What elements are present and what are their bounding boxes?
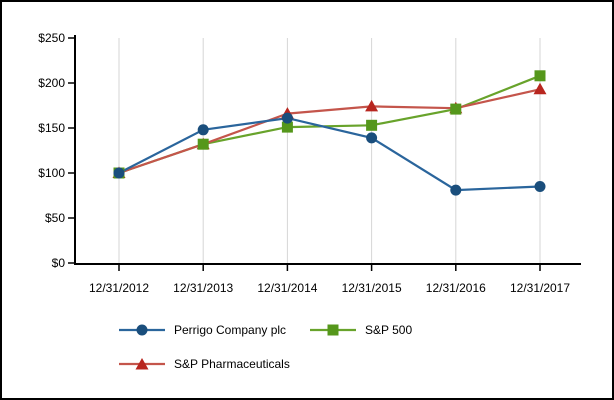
- x-tick-label: 12/31/2015: [342, 281, 402, 295]
- data-point-square: [534, 70, 546, 82]
- data-point-circle: [450, 184, 462, 196]
- legend-label-sp500: S&P 500: [365, 323, 413, 337]
- legend-item-perrigo: Perrigo Company plc: [119, 323, 286, 337]
- data-point-square: [281, 121, 293, 133]
- legend-item-sp-pharmaceuticals: S&P Pharmaceuticals: [119, 357, 290, 371]
- data-point-circle: [197, 124, 209, 136]
- series-line-1: [118, 74, 541, 175]
- data-point-square: [366, 119, 378, 131]
- y-tick-label: $200: [38, 76, 65, 90]
- x-tick-label: 12/31/2013: [173, 281, 233, 295]
- x-tick-label: 12/31/2016: [426, 281, 486, 295]
- y-tick-label: $150: [38, 121, 65, 135]
- y-tick-label: $100: [38, 166, 65, 180]
- y-tick-label: $250: [38, 31, 65, 45]
- data-point-triangle: [365, 99, 379, 112]
- x-tick-label: 12/31/2012: [89, 281, 149, 295]
- data-point-triangle: [533, 82, 547, 95]
- y-tick-label: $0: [52, 256, 66, 270]
- legend-label-sp-pharmaceuticals: S&P Pharmaceuticals: [174, 357, 290, 371]
- data-point-circle: [113, 167, 125, 179]
- data-point-square: [197, 138, 209, 150]
- series-line-0: [118, 116, 541, 192]
- data-point-circle: [366, 132, 378, 144]
- legend-label-perrigo: Perrigo Company plc: [174, 323, 287, 337]
- legend-item-sp500: S&P 500: [310, 323, 412, 337]
- x-tick-label: 12/31/2017: [510, 281, 570, 295]
- data-point-square: [450, 103, 462, 115]
- sp-pharmaceuticals-triangle-marker-icon: [119, 358, 165, 370]
- series-line-2: [118, 88, 541, 175]
- legend-marker-shape: [327, 324, 339, 336]
- data-point-circle: [281, 112, 293, 124]
- x-tick-label: 12/31/2014: [257, 281, 317, 295]
- legend-marker-shape: [136, 324, 148, 336]
- sp500-square-marker-icon: [310, 324, 356, 336]
- y-tick-label: $50: [45, 211, 65, 225]
- data-point-circle: [534, 181, 546, 192]
- legend-marker-shape: [135, 358, 149, 370]
- perrigo-circle-marker-icon: [119, 324, 165, 336]
